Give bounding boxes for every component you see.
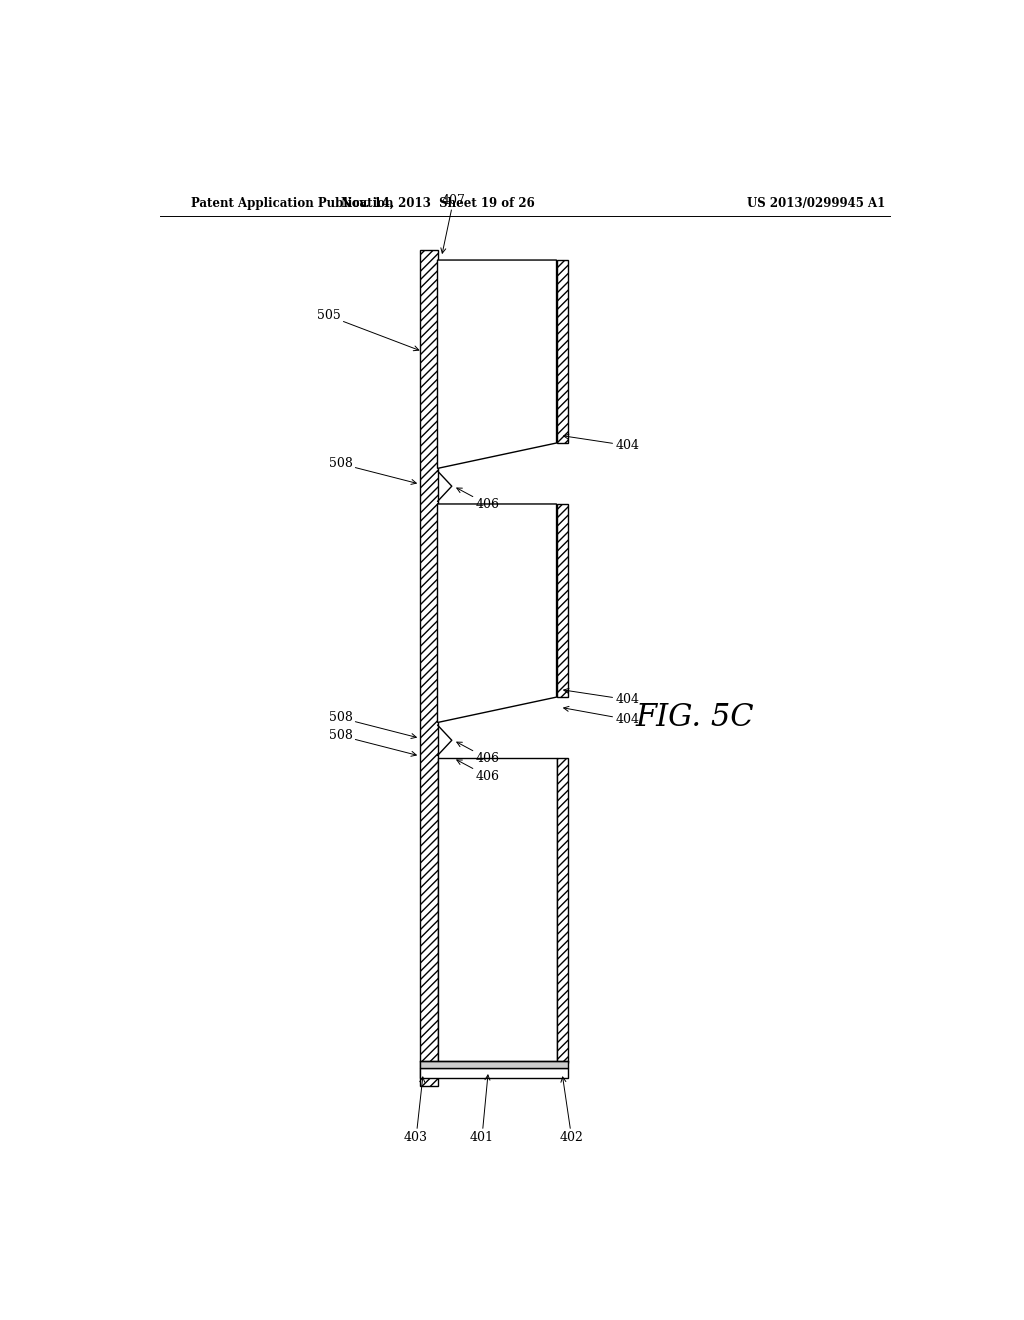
- Text: 403: 403: [404, 1077, 428, 1144]
- Text: 404: 404: [563, 706, 639, 726]
- Text: 406: 406: [457, 742, 500, 766]
- Polygon shape: [557, 504, 567, 697]
- Text: 404: 404: [563, 688, 639, 706]
- Polygon shape: [437, 260, 557, 469]
- Text: 505: 505: [316, 309, 419, 351]
- Bar: [420, 1061, 567, 1068]
- Text: 402: 402: [560, 1077, 584, 1144]
- Text: 407: 407: [441, 194, 465, 253]
- Bar: [420, 1068, 567, 1078]
- Text: 406: 406: [457, 760, 500, 783]
- Text: 406: 406: [457, 488, 500, 511]
- Polygon shape: [557, 758, 567, 1063]
- Text: 508: 508: [329, 457, 417, 484]
- Bar: [420, 249, 437, 1086]
- Polygon shape: [557, 260, 567, 444]
- Text: FIG. 5C: FIG. 5C: [636, 702, 755, 733]
- Text: 508: 508: [329, 711, 417, 738]
- Text: 401: 401: [470, 1074, 494, 1144]
- Text: Nov. 14, 2013  Sheet 19 of 26: Nov. 14, 2013 Sheet 19 of 26: [341, 197, 535, 210]
- Text: 404: 404: [563, 434, 639, 451]
- Polygon shape: [437, 504, 557, 722]
- Text: 508: 508: [329, 729, 417, 756]
- Text: Patent Application Publication: Patent Application Publication: [191, 197, 394, 210]
- Text: US 2013/0299945 A1: US 2013/0299945 A1: [748, 197, 886, 210]
- Polygon shape: [437, 758, 557, 1063]
